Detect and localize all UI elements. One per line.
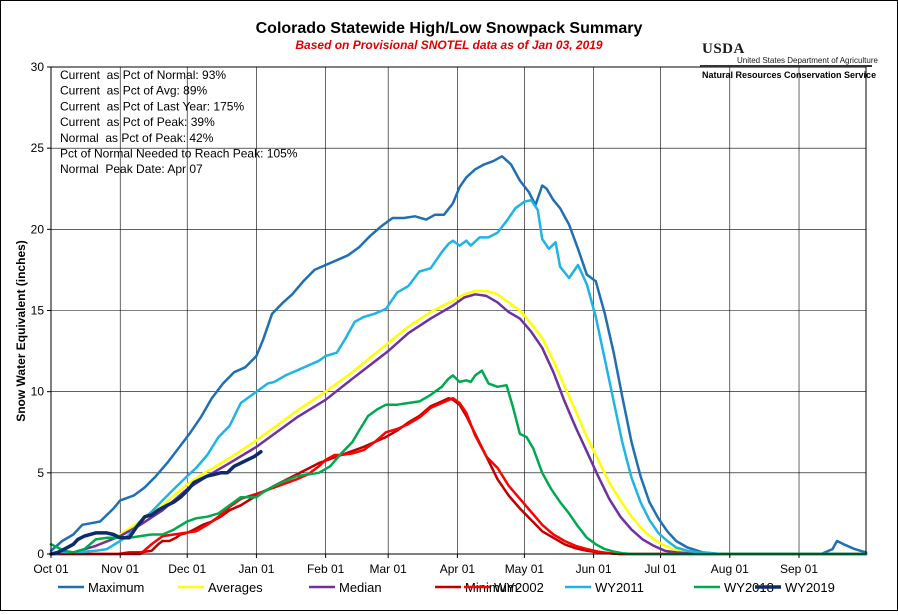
stat-line: Current as Pct of Last Year: 175%	[60, 99, 244, 113]
grid	[51, 66, 866, 555]
stat-line: Normal Peak Date: Apr 07	[60, 162, 203, 176]
series-line-wy2019	[49, 449, 263, 556]
y-tick-label: 5	[37, 466, 44, 480]
y-axis-label: Snow Water Equivalent (inches)	[14, 240, 28, 422]
logo-divider	[700, 65, 872, 67]
legend-label-median: Median	[339, 580, 382, 595]
series-line-maximum	[49, 155, 868, 556]
x-tick-label: Dec 01	[168, 562, 206, 576]
stats-box: Current as Pct of Normal: 93% Current as …	[60, 68, 298, 176]
usda-logo-mark: USDA	[702, 41, 745, 57]
nrcs-agency-name: Natural Resources Conservation Service	[702, 70, 877, 80]
x-tick-label: Aug 01	[711, 562, 749, 576]
x-tick-label: Feb 01	[307, 562, 345, 576]
series-line-wy2002	[49, 396, 868, 556]
legend-label-minimum: Minimum	[465, 580, 518, 595]
legend-label-wy2019: WY2019	[785, 580, 835, 595]
series-line-median	[49, 293, 868, 556]
x-tick-label: Sep 01	[780, 562, 818, 576]
series-line-averages	[49, 289, 868, 556]
usda-nrcs-logo: USDA United States Department of Agricul…	[700, 39, 878, 83]
legend-label-maximum: Maximum	[88, 580, 144, 595]
x-tick-label: Mar 01	[369, 562, 407, 576]
y-tick-label: 30	[31, 60, 45, 74]
x-tick-label: May 01	[505, 562, 545, 576]
x-tick-label: Nov 01	[101, 562, 139, 576]
x-tick-label: Jul 01	[645, 562, 677, 576]
y-tick-label: 25	[31, 141, 45, 155]
x-tick-label: Apr 01	[440, 562, 476, 576]
y-tick-label: 0	[37, 547, 44, 561]
chart-title: Colorado Statewide High/Low Snowpack Sum…	[256, 20, 643, 37]
axis-ticks: 0 5 10 15 20 25 30 Oct 01 Nov 01 Dec 01 Jan 01 Feb …	[31, 60, 819, 576]
series-line-wy2018	[49, 369, 868, 556]
series-lines	[49, 155, 868, 556]
series-line-minimum	[49, 396, 868, 556]
y-tick-label: 20	[31, 222, 45, 236]
y-tick-label: 10	[31, 385, 45, 399]
x-tick-label: Jun 01	[576, 562, 612, 576]
stat-line: Normal as Pct of Peak: 42%	[60, 131, 214, 145]
x-tick-label: Jan 01	[238, 562, 274, 576]
stat-line: Current as Pct of Peak: 39%	[60, 115, 215, 129]
legend-label-wy2018: WY2018	[724, 580, 774, 595]
stat-line: Current as Pct of Normal: 93%	[60, 68, 226, 82]
usda-department-name: United States Department of Agriculture	[737, 56, 878, 65]
legend-label-wy2011: WY2011	[595, 580, 644, 595]
series-line-wy2011	[49, 198, 868, 556]
x-tick-label: Oct 01	[33, 562, 69, 576]
stat-line: Pct of Normal Needed to Reach Peak: 105%	[60, 147, 298, 161]
legend-label-averages: Averages	[208, 580, 263, 595]
chart-subtitle: Based on Provisional SNOTEL data as of J…	[295, 38, 603, 52]
stat-line: Current as Pct of Avg: 89%	[60, 84, 208, 98]
legend-label-wy2002: WY2002	[494, 580, 544, 595]
y-tick-label: 15	[31, 304, 45, 318]
